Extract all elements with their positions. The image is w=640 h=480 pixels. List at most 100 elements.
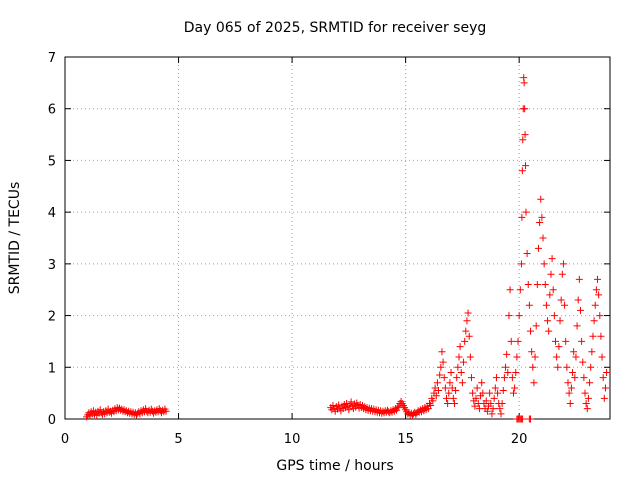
data-point <box>496 405 504 413</box>
data-point <box>522 162 530 170</box>
data-point <box>508 374 516 382</box>
data-point <box>550 312 558 320</box>
data-point <box>527 327 535 335</box>
data-point <box>436 371 444 379</box>
data-point <box>592 286 600 294</box>
y-tick-label: 0 <box>48 413 56 428</box>
data-point <box>458 379 466 387</box>
data-point <box>427 402 435 410</box>
data-point <box>591 301 599 309</box>
data-point <box>583 405 591 413</box>
data-point <box>429 397 437 405</box>
data-point <box>511 384 519 392</box>
data-point <box>599 374 607 382</box>
data-point <box>525 301 533 309</box>
data-point <box>600 394 608 402</box>
data-point <box>506 286 514 294</box>
data-point <box>579 358 587 366</box>
data-point <box>512 368 520 376</box>
data-point <box>522 208 530 216</box>
data-point <box>518 167 526 175</box>
data-point <box>581 389 589 397</box>
data-point <box>576 306 584 314</box>
data-point <box>450 399 458 407</box>
data-point <box>595 291 603 299</box>
data-point <box>488 410 496 418</box>
data-point <box>545 327 553 335</box>
data-point <box>435 387 443 395</box>
data-point <box>457 368 465 376</box>
data-point <box>598 353 606 361</box>
data-point <box>563 363 571 371</box>
data-point <box>438 348 446 356</box>
data-point <box>582 399 590 407</box>
data-point <box>572 353 580 361</box>
y-tick-label: 4 <box>48 206 56 221</box>
data-point <box>437 363 445 371</box>
data-point <box>539 234 547 242</box>
data-point <box>523 250 531 258</box>
data-point <box>517 260 525 268</box>
data-point <box>536 218 544 226</box>
data-point <box>456 343 464 351</box>
data-point <box>335 401 343 409</box>
data-point <box>521 105 529 113</box>
data-point <box>515 312 523 320</box>
data-point <box>594 275 602 283</box>
data-point <box>439 358 447 366</box>
data-point <box>466 353 474 361</box>
data-point <box>494 389 502 397</box>
data-point <box>487 399 495 407</box>
y-tick-label: 1 <box>48 361 56 376</box>
data-point <box>578 337 586 345</box>
data-series <box>83 74 611 423</box>
data-point <box>479 389 487 397</box>
data-point <box>552 337 559 345</box>
data-point <box>575 275 583 283</box>
data-point <box>446 379 454 387</box>
data-point <box>547 270 555 278</box>
data-point <box>514 337 522 345</box>
data-point <box>497 410 505 418</box>
chart-title: Day 065 of 2025, SRMTID for receiver sey… <box>184 20 487 36</box>
y-tick-label: 3 <box>48 258 56 273</box>
y-tick-label: 7 <box>48 51 56 66</box>
data-point <box>537 195 545 203</box>
data-point <box>462 327 470 335</box>
data-point <box>498 399 506 407</box>
data-point <box>162 407 170 415</box>
data-point <box>452 387 460 395</box>
x-tick-label: 10 <box>284 432 301 447</box>
data-point <box>482 397 490 405</box>
data-point <box>505 312 513 320</box>
data-point <box>343 399 351 407</box>
data-point <box>329 402 337 410</box>
data-point <box>564 379 572 387</box>
data-point <box>540 260 548 268</box>
data-point <box>519 136 527 144</box>
data-point <box>469 389 477 397</box>
data-point <box>472 394 480 402</box>
data-point <box>587 363 595 371</box>
data-point <box>567 384 575 392</box>
data-point <box>345 406 353 414</box>
data-point <box>453 374 461 382</box>
data-point <box>500 374 508 382</box>
data-point <box>527 415 535 423</box>
data-point <box>516 286 524 294</box>
data-point <box>509 389 517 397</box>
data-point <box>449 394 457 402</box>
data-point <box>546 291 554 299</box>
data-point <box>580 374 588 382</box>
data-point <box>533 281 541 289</box>
data-point <box>588 348 596 356</box>
data-point <box>461 337 469 345</box>
data-point <box>590 317 598 325</box>
data-point <box>524 281 532 289</box>
data-point <box>544 317 552 325</box>
data-point <box>467 374 475 382</box>
data-point <box>490 394 498 402</box>
data-point <box>584 394 592 402</box>
data-point <box>597 332 605 340</box>
data-point <box>556 317 564 325</box>
